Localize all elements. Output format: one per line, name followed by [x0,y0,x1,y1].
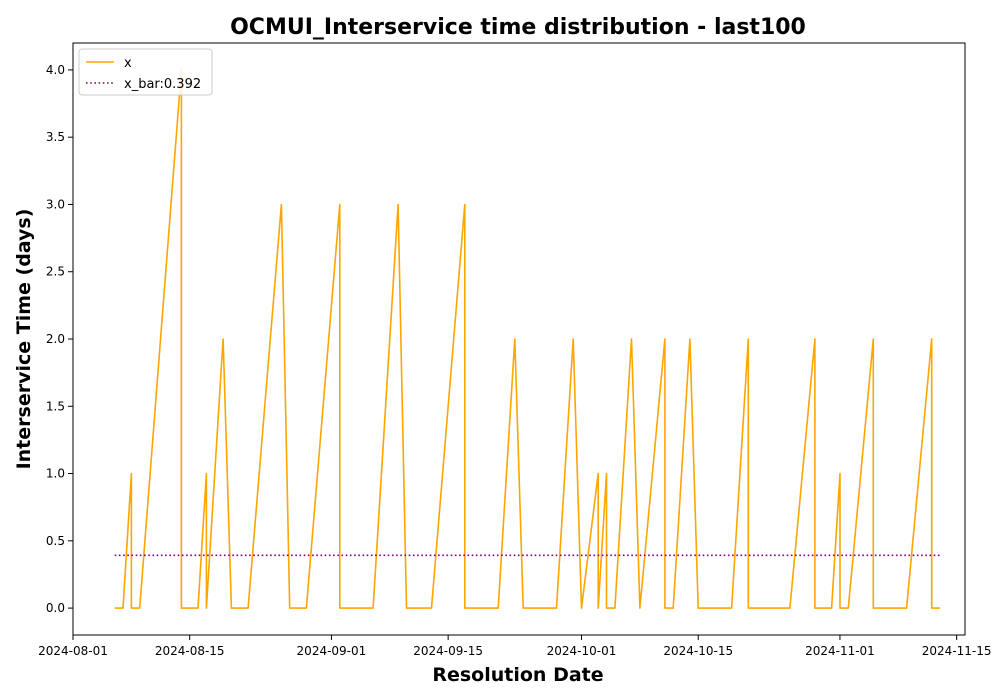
legend: x x_bar:0.392 [78,48,213,96]
y-tick-label: 0.5 [46,534,65,548]
x-tick-label: 2024-11-15 [922,644,992,658]
x-axis-label: Resolution Date [432,664,603,686]
x-tick-label: 2024-11-01 [805,644,875,658]
chart-title: OCMUI_Interservice time distribution - l… [230,15,806,40]
legend-label: x [124,56,132,71]
series-line-x [114,69,940,609]
y-axis-label: Interservice Time (days) [13,209,35,470]
y-tick-label: 2.0 [46,332,65,346]
x-tick-label: 2024-10-15 [663,644,733,658]
y-tick-label: 0.0 [46,601,65,615]
y-tick-label: 4.0 [46,63,65,77]
x-tick-label: 2024-10-01 [547,644,617,658]
y-tick-label: 2.5 [46,265,65,279]
y-tick-label: 1.5 [46,399,65,413]
y-tick-label: 3.5 [46,130,65,144]
y-tick-label: 3.0 [46,197,65,211]
x-tick-label: 2024-09-15 [413,644,483,658]
y-tick-label: 1.0 [46,467,65,481]
plot-area: 0.0 0.5 1.0 1.5 2.0 2.5 3.0 3.5 4.0 2024-08-01 202… [38,63,991,658]
x-tick-label: 2024-08-15 [155,644,225,658]
x-tick-label: 2024-09-01 [297,644,367,658]
axes-frame [72,42,966,636]
x-tick-label: 2024-08-01 [38,644,108,658]
legend-label: x_bar:0.392 [124,77,201,92]
